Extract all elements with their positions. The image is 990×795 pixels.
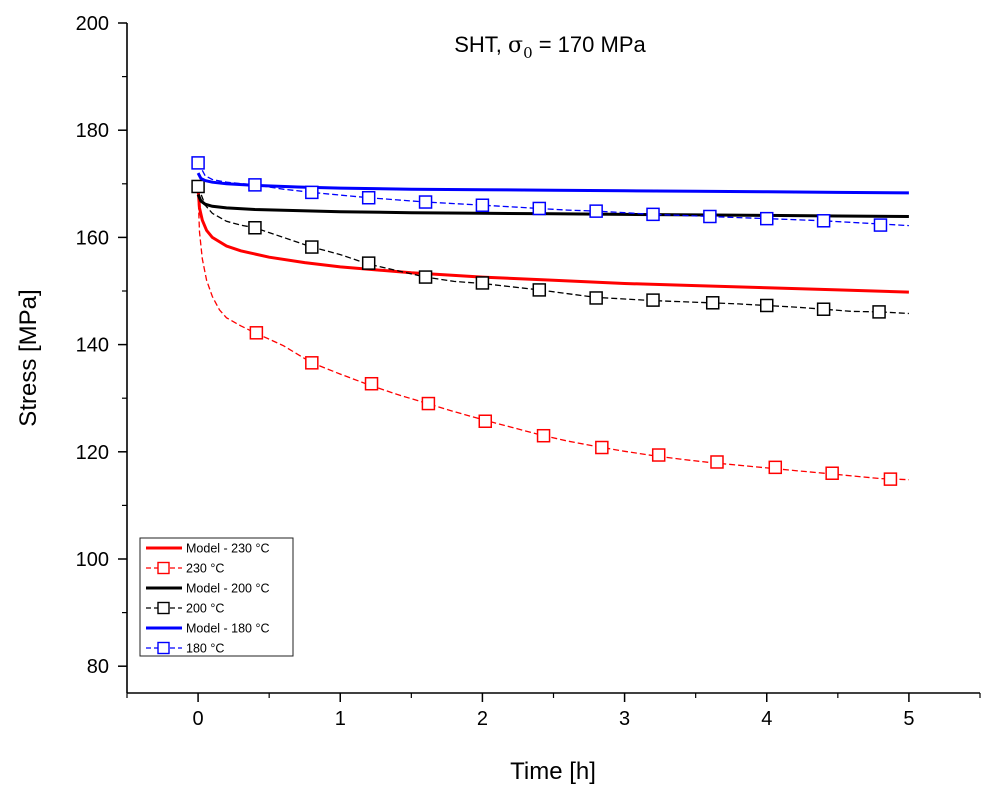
- data-marker: [872, 305, 886, 319]
- x-tick-label: 2: [477, 708, 488, 730]
- x-axis-title: Time [h]: [510, 758, 596, 785]
- series-line-model-230-c: [196, 189, 909, 294]
- data-marker: [703, 209, 717, 224]
- data-marker: [825, 466, 839, 480]
- data-marker: [191, 156, 205, 170]
- y-tick-label: 100: [76, 549, 109, 571]
- data-marker: [760, 298, 774, 313]
- y-tick-label: 140: [76, 335, 109, 357]
- axis-ticks: 0 1 2 3 4 5 80 100 120 140 160 180 200: [76, 13, 981, 730]
- data-marker: [418, 195, 433, 209]
- data-marker: [532, 201, 547, 216]
- data-marker: [710, 455, 724, 469]
- y-tick-label: 160: [76, 227, 109, 249]
- data-marker: [248, 221, 262, 235]
- legend-marker: [157, 641, 170, 655]
- data-marker: [418, 270, 433, 284]
- y-tick-label: 200: [76, 13, 109, 35]
- data-marker: [873, 218, 888, 232]
- series-line-180-c: [197, 162, 909, 227]
- data-marker: [589, 291, 603, 305]
- legend-label: 200 °C: [186, 602, 224, 616]
- x-tick-label: 1: [335, 708, 346, 730]
- data-marker: [536, 428, 551, 443]
- data-marker: [760, 211, 774, 226]
- x-tick-label: 0: [193, 708, 204, 730]
- data-marker: [816, 214, 831, 228]
- y-tick-label: 80: [87, 656, 109, 678]
- legend-label: Model - 230 °C: [186, 542, 270, 556]
- data-marker: [589, 204, 603, 218]
- x-tick-label: 4: [761, 708, 772, 730]
- legend-marker: [157, 601, 170, 615]
- data-marker: [646, 293, 660, 307]
- legend: Model - 230 °C 230 °C Model - 200 °C 200 °C…: [139, 537, 294, 657]
- legend-label: Model - 180 °C: [186, 622, 270, 636]
- data-marker: [475, 198, 490, 212]
- legend-items: Model - 230 °C 230 °C Model - 200 °C 200 °C…: [146, 542, 270, 656]
- data-marker: [883, 472, 898, 486]
- data-marker: [361, 256, 376, 270]
- series-line-model-180-c: [196, 172, 909, 195]
- y-axis-title: Stress [MPa]: [15, 289, 42, 426]
- data-marker: [248, 178, 262, 192]
- x-tick-label: 3: [619, 708, 630, 730]
- data-marker: [705, 296, 720, 310]
- data-marker: [305, 185, 319, 200]
- data-marker: [816, 302, 831, 316]
- x-tick-label: 5: [903, 708, 914, 730]
- legend-label: 180 °C: [186, 642, 224, 656]
- legend-label: 230 °C: [186, 562, 224, 576]
- y-tick-label: 120: [76, 442, 109, 464]
- data-marker: [532, 283, 547, 297]
- data-marker: [595, 440, 609, 455]
- y-tick-label: 180: [76, 120, 109, 142]
- data-marker: [421, 396, 436, 411]
- data-marker: [361, 190, 376, 205]
- legend-marker: [157, 561, 170, 575]
- legend-box: [139, 537, 294, 657]
- data-marker: [768, 460, 783, 475]
- data-marker: [475, 276, 490, 290]
- series-line-230-c: [197, 194, 909, 481]
- data-marker: [249, 326, 264, 340]
- chart-title: SHT, σ0 = 170 MPa: [454, 32, 646, 62]
- data-marker: [191, 179, 205, 194]
- data-marker: [305, 356, 319, 370]
- data-marker: [646, 207, 660, 222]
- data-marker: [478, 414, 493, 428]
- series-line-model-200-c: [196, 193, 909, 218]
- data-marker: [651, 448, 666, 462]
- data-marker: [364, 376, 379, 391]
- series-layer: [191, 156, 909, 486]
- data-marker: [305, 240, 319, 254]
- legend-label: Model - 200 °C: [186, 582, 270, 596]
